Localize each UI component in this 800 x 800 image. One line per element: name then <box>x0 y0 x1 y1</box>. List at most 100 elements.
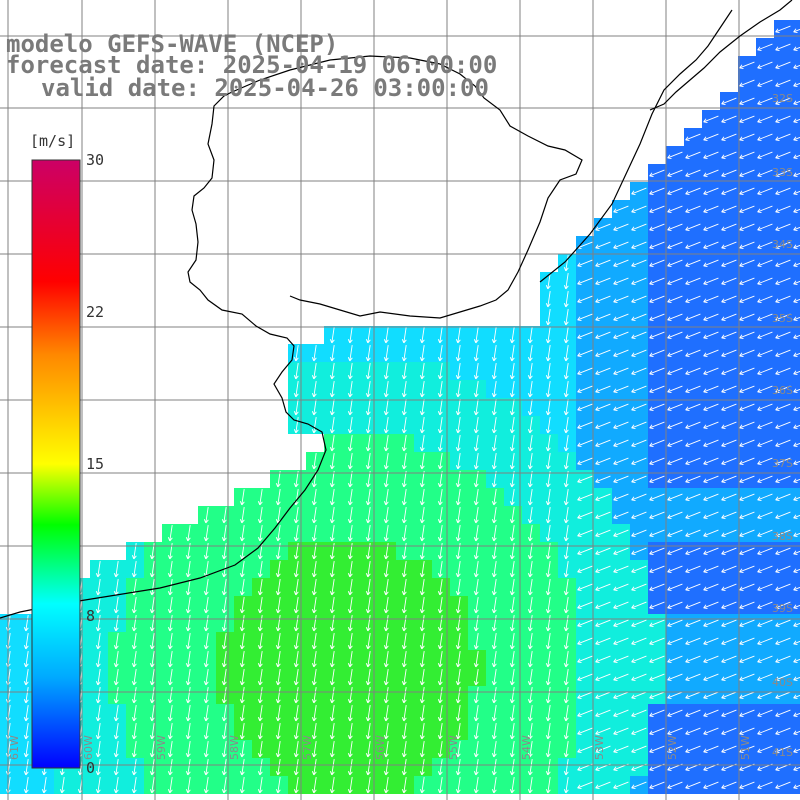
wind-arrow <box>509 705 515 722</box>
wind-arrow <box>347 489 353 506</box>
wind-arrow <box>563 687 569 704</box>
wind-arrow <box>527 651 533 668</box>
wind-arrow <box>167 525 173 542</box>
wind-arrow <box>365 687 371 704</box>
wind-arrow <box>775 547 791 556</box>
wind-arrow <box>257 525 263 542</box>
wind-arrow <box>563 435 569 452</box>
wind-arrow <box>23 669 29 686</box>
wind-arrow <box>203 669 209 686</box>
wind-arrow <box>491 345 497 362</box>
wind-arrow <box>739 655 755 664</box>
wind-arrow <box>491 525 497 542</box>
colorbar-tick: 22 <box>86 303 105 321</box>
wind-arrow <box>473 363 479 380</box>
wind-arrow <box>491 705 497 722</box>
wind-arrow <box>149 651 155 668</box>
wind-arrow <box>739 583 755 592</box>
wind-arrow <box>721 241 737 250</box>
wind-arrow <box>757 97 773 106</box>
wind-arrow <box>577 781 593 790</box>
wind-arrow <box>239 597 245 614</box>
wind-arrow <box>703 709 719 718</box>
wind-arrow <box>437 507 443 524</box>
wind-arrow <box>703 511 719 520</box>
wind-arrow <box>311 777 317 794</box>
wind-arrow <box>293 561 299 578</box>
wind-arrow <box>793 64 800 70</box>
wind-arrow <box>131 759 137 776</box>
wind-arrow <box>649 439 665 448</box>
wind-arrow <box>383 615 389 632</box>
wind-arrow <box>293 669 299 686</box>
wind-arrow <box>631 385 647 394</box>
wind-arrow <box>775 673 791 682</box>
wind-arrow <box>793 586 800 592</box>
wind-arrow <box>275 525 281 542</box>
wind-arrow <box>703 727 719 736</box>
wind-arrow <box>721 97 737 106</box>
wind-arrow <box>757 79 773 88</box>
wind-arrow <box>491 435 497 452</box>
wind-arrow <box>563 723 569 740</box>
wind-arrow <box>437 327 443 344</box>
wind-arrow <box>293 579 299 596</box>
wind-arrow <box>545 651 551 668</box>
wind-arrow <box>757 709 773 718</box>
wind-arrow <box>667 349 683 358</box>
wind-arrow <box>491 417 497 434</box>
wind-arrow <box>275 651 281 668</box>
wind-arrow <box>293 381 299 398</box>
wind-arrow <box>419 507 425 524</box>
wind-arrow <box>595 277 611 286</box>
wind-arrow <box>491 561 497 578</box>
longitude-label: 51W <box>739 735 752 760</box>
wind-arrow <box>793 406 800 412</box>
wind-arrow <box>383 363 389 380</box>
wind-arrow <box>311 597 317 614</box>
wind-arrow <box>419 453 425 470</box>
longitude-label: 56W <box>374 735 387 760</box>
wind-arrow <box>365 705 371 722</box>
wind-arrow <box>739 331 755 340</box>
wind-arrow <box>257 633 263 650</box>
wind-arrow <box>685 781 701 790</box>
wind-arrow <box>563 309 569 326</box>
wind-arrow <box>685 277 701 286</box>
wind-arrow <box>239 525 245 542</box>
wind-arrow <box>545 507 551 524</box>
wind-arrow <box>613 673 629 682</box>
wind-arrow <box>401 759 407 776</box>
coastline-lagoon <box>649 0 793 111</box>
wind-arrow <box>649 421 665 430</box>
wind-arrow <box>703 295 719 304</box>
wind-arrow <box>473 399 479 416</box>
wind-arrow <box>509 453 515 470</box>
wind-arrow <box>721 439 737 448</box>
wind-arrow <box>631 673 647 682</box>
wind-arrow <box>545 327 551 344</box>
wind-arrow <box>437 705 443 722</box>
wind-arrow <box>775 313 791 322</box>
wind-arrow <box>527 705 533 722</box>
wind-arrow <box>113 597 119 614</box>
wind-arrow <box>703 619 719 628</box>
wind-arrow <box>473 561 479 578</box>
wind-arrow <box>239 705 245 722</box>
wind-arrow <box>721 493 737 502</box>
wind-arrow <box>311 723 317 740</box>
wind-arrow <box>473 471 479 488</box>
wind-arrow <box>757 43 773 52</box>
wind-arrow <box>793 550 800 556</box>
wind-arrow <box>311 759 317 776</box>
wind-arrow <box>793 640 800 646</box>
wind-arrow <box>577 475 593 484</box>
wind-arrow <box>757 745 773 754</box>
wind-arrow <box>113 651 119 668</box>
wind-arrow <box>491 489 497 506</box>
longitude-label: 53W <box>593 735 606 760</box>
wind-arrow <box>491 327 497 344</box>
wind-arrow <box>365 741 371 758</box>
wind-arrow <box>131 723 137 740</box>
